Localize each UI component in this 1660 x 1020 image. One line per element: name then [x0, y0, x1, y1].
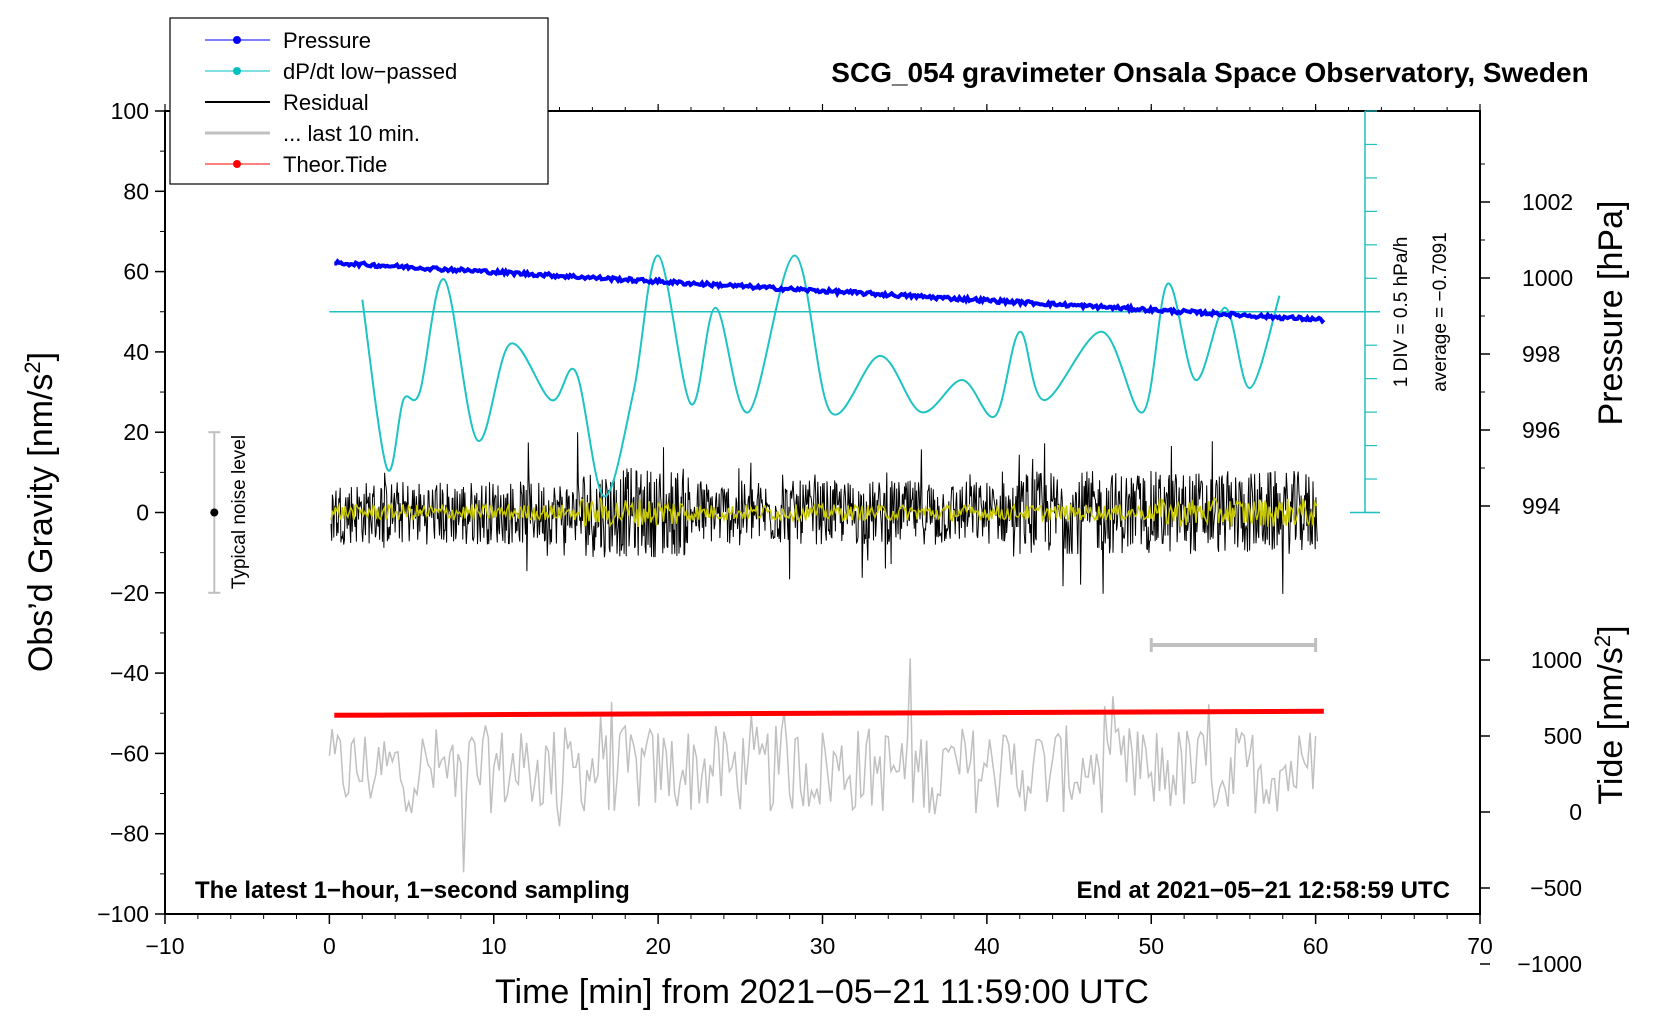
legend-residual-label: Residual	[283, 90, 369, 115]
x-tick-label: 60	[1303, 933, 1329, 959]
y-left-title-sup: 2	[20, 361, 45, 373]
residual-series	[330, 432, 1318, 594]
y-left-tick-label: 40	[123, 339, 149, 365]
y-left-tick-label: 80	[123, 178, 149, 204]
legend-last10-label: ... last 10 min.	[283, 121, 420, 146]
x-tick-label: 40	[974, 933, 1000, 959]
y-tide-tick-label: 500	[1544, 723, 1582, 749]
y-left-tick-label: 60	[123, 259, 149, 285]
x-tick-label: 20	[645, 933, 671, 959]
div-label: 1 DIV = 0.5 hPa/h	[1391, 237, 1412, 388]
legend-pressure-label: Pressure	[283, 28, 371, 53]
x-tick-label: 30	[810, 933, 836, 959]
axis-ticks: −10 0 10 20 30 40 50 60 70100806040200−20−40−60−…	[97, 98, 1582, 977]
y-left-title-close: ]	[22, 352, 60, 361]
x-axis-title: Time [min] from 2021−05−21 11:59:00 UTC	[495, 973, 1149, 1011]
y-pressure-tick-label: 994	[1522, 493, 1561, 519]
y-left-tick-label: −40	[110, 660, 149, 686]
legend-dpdt-label: dP/dt low−passed	[283, 59, 457, 84]
dpdt-series	[361, 254, 1281, 498]
tide-title-main: Tide [nm/s	[1592, 647, 1630, 804]
y-tide-tick-label: 1000	[1531, 647, 1582, 673]
end-time-note: End at 2021−05−21 12:58:59 UTC	[1076, 877, 1450, 904]
y-left-tick-label: 0	[136, 500, 149, 526]
x-tick-label: 0	[323, 933, 336, 959]
legend-tide-label: Theor.Tide	[283, 152, 387, 177]
sampling-note: The latest 1−hour, 1−second sampling	[195, 877, 630, 904]
x-tick-label: 50	[1138, 933, 1164, 959]
x-tick-label: 70	[1467, 933, 1493, 959]
legend-dpdt-dot	[233, 67, 241, 75]
x-tick-label: 10	[481, 933, 507, 959]
noise-level-label: Typical noise level	[229, 435, 250, 589]
noise-bar-center	[210, 508, 219, 517]
y-right-tide-title: Tide [nm/s2]	[1590, 625, 1630, 804]
residual-smoothed-series	[330, 496, 1318, 528]
y-left-tick-label: 100	[111, 98, 149, 124]
tide-title-sup: 2	[1590, 635, 1615, 647]
y-pressure-tick-label: 1002	[1522, 189, 1573, 215]
series-layer	[208, 110, 1380, 873]
y-left-title-main: Obs’d Gravity [nm/s	[22, 374, 60, 673]
last10-series	[328, 658, 1317, 873]
y-left-tick-label: −100	[97, 901, 149, 927]
average-label: average = −0.7091	[1430, 232, 1451, 392]
pressure-series	[334, 258, 1326, 325]
y-tide-tick-label: −500	[1530, 875, 1582, 901]
x-tick-label: −10	[145, 933, 184, 959]
tide-title-close: ]	[1592, 625, 1630, 634]
y-left-tick-label: −80	[110, 821, 149, 847]
legend-tide-dot	[233, 160, 241, 168]
y-pressure-tick-label: 1000	[1522, 265, 1573, 291]
y-tide-tick-label: −1000	[1517, 951, 1582, 977]
y-left-axis-title: Obs’d Gravity [nm/s2]	[20, 352, 60, 672]
y-left-tick-label: −60	[110, 740, 149, 766]
legend-pressure-dot	[233, 36, 241, 44]
y-tide-tick-label: 0	[1569, 799, 1582, 825]
y-right-pressure-title: Pressure [hPa]	[1592, 201, 1630, 426]
y-left-tick-label: −20	[110, 580, 149, 606]
y-pressure-tick-label: 998	[1522, 341, 1560, 367]
y-left-tick-label: 20	[123, 419, 149, 445]
tide-series	[334, 708, 1324, 718]
legend: Pressure dP/dt low−passed Residual ... l…	[169, 17, 549, 185]
y-pressure-tick-label: 996	[1522, 417, 1560, 443]
chart-title: SCG_054 gravimeter Onsala Space Observat…	[831, 57, 1588, 88]
